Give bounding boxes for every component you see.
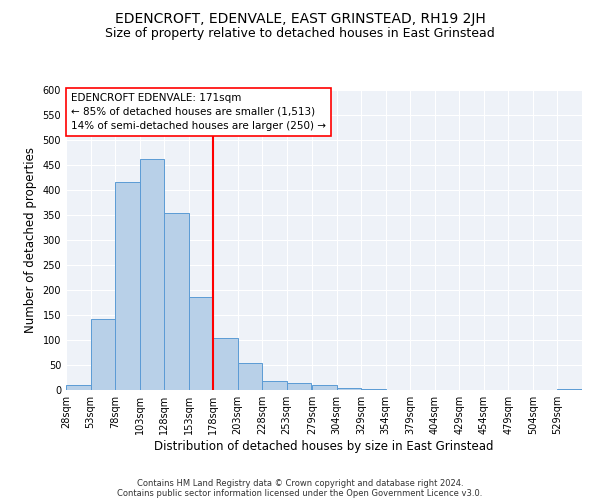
Bar (164, 212, 188, 390)
X-axis label: Distribution of detached houses by size in East Grinstead: Distribution of detached houses by size … (154, 440, 494, 453)
Text: Contains public sector information licensed under the Open Government Licence v3: Contains public sector information licen… (118, 488, 482, 498)
Text: Size of property relative to detached houses in East Grinstead: Size of property relative to detached ho… (105, 28, 495, 40)
Bar (312, 385, 337, 390)
Bar (262, 380, 287, 390)
Text: Contains HM Land Registry data © Crown copyright and database right 2024.: Contains HM Land Registry data © Crown c… (137, 478, 463, 488)
Bar (337, 388, 361, 390)
Bar (115, 182, 140, 390)
Bar (140, 158, 164, 390)
Bar (188, 296, 213, 390)
Y-axis label: Number of detached properties: Number of detached properties (24, 147, 37, 333)
Bar (287, 383, 311, 390)
Bar (557, 389, 582, 390)
Text: EDENCROFT EDENVALE: 171sqm
← 85% of detached houses are smaller (1,513)
14% of s: EDENCROFT EDENVALE: 171sqm ← 85% of deta… (71, 93, 326, 131)
Bar (361, 389, 386, 390)
Bar (238, 362, 262, 390)
Bar (91, 319, 115, 390)
Bar (213, 338, 238, 390)
Text: EDENCROFT, EDENVALE, EAST GRINSTEAD, RH19 2JH: EDENCROFT, EDENVALE, EAST GRINSTEAD, RH1… (115, 12, 485, 26)
Bar (66, 385, 91, 390)
